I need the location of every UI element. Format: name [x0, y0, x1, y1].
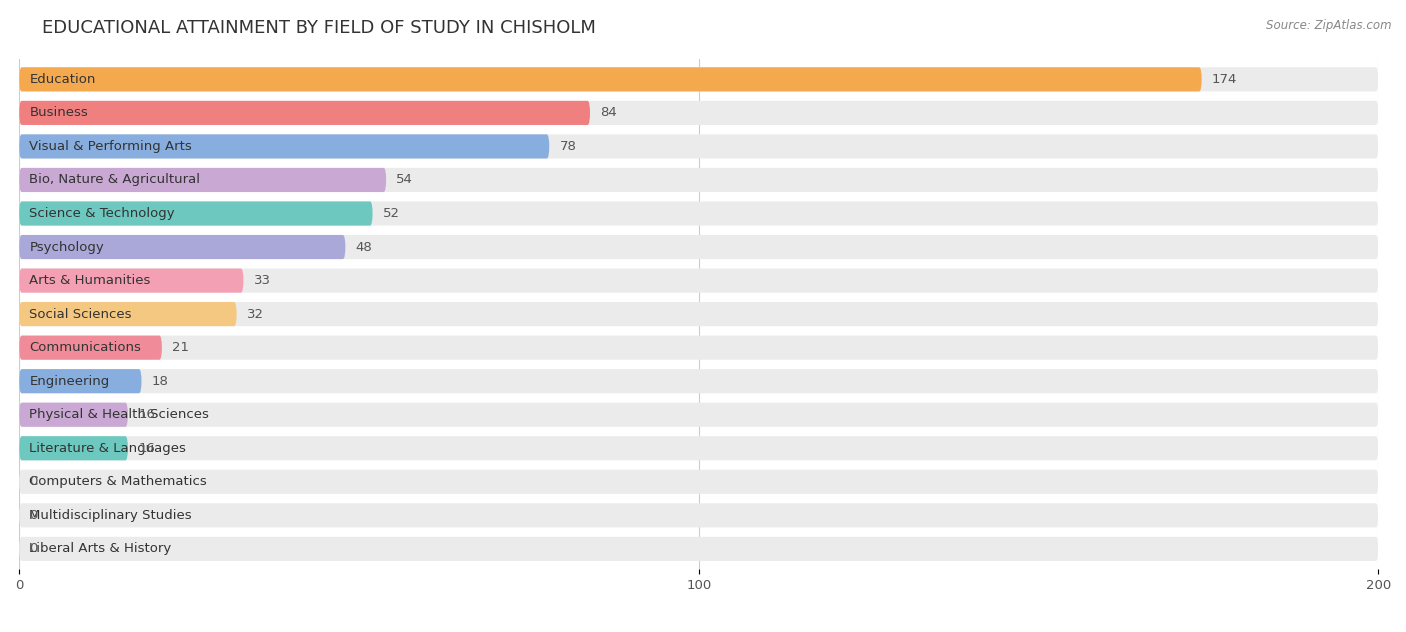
FancyBboxPatch shape	[20, 369, 1378, 393]
FancyBboxPatch shape	[20, 168, 1378, 192]
FancyBboxPatch shape	[20, 436, 1378, 460]
FancyBboxPatch shape	[20, 336, 162, 360]
Text: Social Sciences: Social Sciences	[30, 308, 132, 320]
Text: Arts & Humanities: Arts & Humanities	[30, 274, 150, 287]
Text: Physical & Health Sciences: Physical & Health Sciences	[30, 408, 209, 422]
FancyBboxPatch shape	[20, 537, 1378, 561]
Text: EDUCATIONAL ATTAINMENT BY FIELD OF STUDY IN CHISHOLM: EDUCATIONAL ATTAINMENT BY FIELD OF STUDY…	[42, 19, 596, 37]
Text: 84: 84	[600, 106, 617, 119]
FancyBboxPatch shape	[20, 503, 1378, 528]
Text: 0: 0	[30, 542, 38, 556]
Text: 0: 0	[30, 475, 38, 489]
FancyBboxPatch shape	[20, 101, 591, 125]
Text: Computers & Mathematics: Computers & Mathematics	[30, 475, 207, 489]
FancyBboxPatch shape	[20, 202, 373, 226]
FancyBboxPatch shape	[20, 436, 128, 460]
FancyBboxPatch shape	[20, 135, 1378, 159]
Text: Psychology: Psychology	[30, 241, 104, 253]
Text: Source: ZipAtlas.com: Source: ZipAtlas.com	[1267, 19, 1392, 32]
FancyBboxPatch shape	[20, 302, 236, 326]
FancyBboxPatch shape	[20, 302, 1378, 326]
Text: Multidisciplinary Studies: Multidisciplinary Studies	[30, 509, 193, 522]
Text: 33: 33	[253, 274, 270, 287]
Text: Engineering: Engineering	[30, 375, 110, 387]
FancyBboxPatch shape	[20, 235, 1378, 259]
Text: 0: 0	[30, 509, 38, 522]
Text: 16: 16	[138, 442, 155, 455]
Text: 174: 174	[1212, 73, 1237, 86]
Text: 16: 16	[138, 408, 155, 422]
Text: Education: Education	[30, 73, 96, 86]
Text: Business: Business	[30, 106, 89, 119]
FancyBboxPatch shape	[20, 470, 1378, 494]
Text: Liberal Arts & History: Liberal Arts & History	[30, 542, 172, 556]
Text: 54: 54	[396, 173, 413, 186]
FancyBboxPatch shape	[20, 269, 243, 293]
Text: Science & Technology: Science & Technology	[30, 207, 174, 220]
FancyBboxPatch shape	[20, 369, 142, 393]
Text: 18: 18	[152, 375, 169, 387]
FancyBboxPatch shape	[20, 67, 1378, 92]
FancyBboxPatch shape	[20, 135, 550, 159]
Text: Literature & Languages: Literature & Languages	[30, 442, 186, 455]
Text: 48: 48	[356, 241, 373, 253]
FancyBboxPatch shape	[20, 336, 1378, 360]
Text: 52: 52	[382, 207, 399, 220]
Text: Visual & Performing Arts: Visual & Performing Arts	[30, 140, 193, 153]
FancyBboxPatch shape	[20, 403, 1378, 427]
Text: Bio, Nature & Agricultural: Bio, Nature & Agricultural	[30, 173, 201, 186]
FancyBboxPatch shape	[20, 269, 1378, 293]
Text: Communications: Communications	[30, 341, 141, 354]
Text: 32: 32	[247, 308, 264, 320]
Text: 78: 78	[560, 140, 576, 153]
FancyBboxPatch shape	[20, 202, 1378, 226]
FancyBboxPatch shape	[20, 168, 387, 192]
FancyBboxPatch shape	[20, 235, 346, 259]
FancyBboxPatch shape	[20, 67, 1202, 92]
FancyBboxPatch shape	[20, 101, 1378, 125]
Text: 21: 21	[172, 341, 188, 354]
FancyBboxPatch shape	[20, 403, 128, 427]
